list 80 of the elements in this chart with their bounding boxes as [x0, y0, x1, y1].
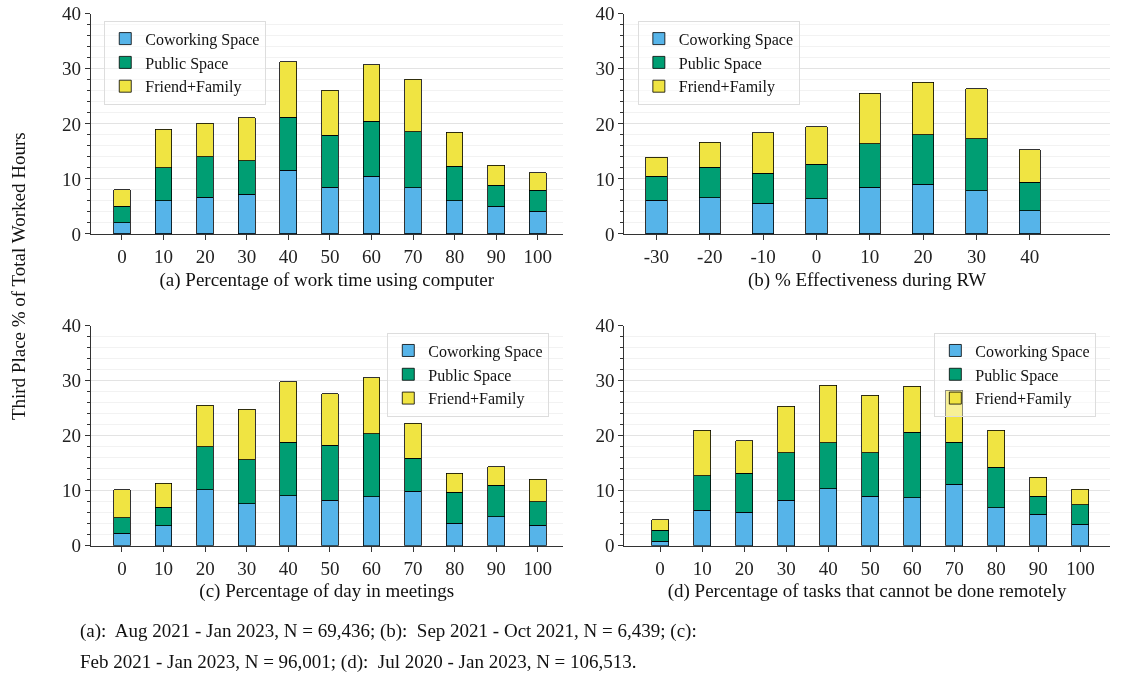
x-tick-label: 30	[776, 557, 796, 579]
legend-label: Friend+Family	[678, 78, 775, 97]
legend-label: Coworking Space	[145, 30, 260, 49]
y-tick-label: 0	[605, 223, 615, 245]
x-tick-label: 100	[1066, 557, 1095, 579]
y-tick-label: 30	[61, 58, 81, 80]
x-tick-label: -20	[697, 245, 723, 267]
y-tick-label: 30	[595, 370, 615, 392]
x-tick-label: 80	[445, 557, 465, 579]
x-tick-label: 40	[278, 245, 298, 267]
legend-label: Friend+Family	[145, 78, 242, 97]
x-tick-label: 50	[860, 557, 880, 579]
y-tick-label: 0	[71, 223, 81, 245]
x-tick-label: 40	[278, 557, 298, 579]
y-tick-label: 20	[595, 113, 615, 135]
x-tick-label: 90	[1028, 557, 1048, 579]
x-tick-label: 20	[195, 245, 215, 267]
y-tick-label: 10	[61, 480, 81, 502]
x-tick-label: 30	[237, 557, 257, 579]
y-tick-label: 0	[71, 535, 81, 557]
x-tick-label: 20	[734, 557, 754, 579]
y-tick-label: 20	[595, 425, 615, 447]
x-tick-label: 30	[966, 245, 986, 267]
y-tick-label: 40	[61, 315, 81, 337]
x-tick-label: 80	[445, 245, 465, 267]
x-tick-label: 0	[811, 245, 822, 267]
x-tick-label: 10	[154, 557, 174, 579]
legend-label: Public Space	[145, 54, 229, 73]
x-tick-label: 20	[913, 245, 933, 267]
x-tick-label: 0	[655, 557, 665, 579]
y-tick-label: 20	[61, 113, 81, 135]
x-tick-label: 40	[818, 557, 838, 579]
legend-label: Coworking Space	[428, 342, 543, 361]
x-tick-label: 90	[486, 245, 506, 267]
x-tick-label: 10	[860, 245, 880, 267]
x-axis-title: (a) Percentage of work time using computer	[159, 268, 495, 291]
x-tick-label: 60	[361, 557, 381, 579]
y-tick-label: 30	[61, 370, 81, 392]
x-tick-label: 70	[944, 557, 964, 579]
x-tick-label: 0	[117, 245, 127, 267]
y-tick-label: 20	[61, 425, 81, 447]
y-tick-label: 10	[595, 480, 615, 502]
x-axis-title: (d) Percentage of tasks that cannot be done remotely	[667, 580, 1068, 603]
y-tick-label: 0	[605, 535, 615, 557]
text: (a): Aug 2021 - Jan 2023, N = 69,436; (b): Sep 2021 - Oct 2021, N = 6,439; (c):	[80, 620, 697, 642]
legend-label: Friend+Family	[975, 390, 1072, 409]
y-axis-title: Third Place % of Total Worked Hours	[8, 132, 30, 421]
x-axis-title: (b) % Effectiveness during RW	[748, 268, 987, 291]
y-tick-label: 10	[61, 168, 81, 190]
x-tick-label: 10	[154, 245, 174, 267]
x-tick-label: 30	[237, 245, 257, 267]
x-tick-label: 80	[986, 557, 1006, 579]
x-tick-label: 50	[320, 557, 340, 579]
y-tick-label: 30	[595, 58, 615, 80]
x-tick-label: 60	[902, 557, 922, 579]
x-tick-label: 60	[361, 245, 381, 267]
y-tick-label: 40	[595, 3, 615, 25]
x-tick-label: 0	[117, 557, 127, 579]
x-axis-title: (c) Percentage of day in meetings	[199, 580, 455, 603]
y-tick-label: 40	[595, 315, 615, 337]
x-tick-label: 100	[523, 245, 553, 267]
legend-label: Public Space	[428, 366, 512, 385]
x-tick-label: 90	[486, 557, 506, 579]
x-tick-label: -30	[643, 245, 670, 267]
y-tick-label: 40	[61, 3, 81, 25]
text: Feb 2021 - Jan 2023, N = 96,001; (d): Jul 2020 - Jan 2023, N = 106,513.	[80, 651, 637, 673]
x-tick-label: 10	[692, 557, 712, 579]
x-tick-label: 70	[403, 245, 423, 267]
x-tick-label: 100	[523, 557, 553, 579]
x-tick-label: -10	[750, 245, 776, 267]
x-tick-label: 20	[195, 557, 215, 579]
y-tick-label: 10	[595, 168, 615, 190]
x-tick-label: 40	[1020, 245, 1040, 267]
legend-label: Public Space	[678, 54, 762, 73]
x-tick-label: 70	[403, 557, 423, 579]
legend-label: Coworking Space	[678, 30, 794, 49]
legend-label: Public Space	[975, 366, 1059, 385]
legend-label: Friend+Family	[428, 390, 525, 409]
x-tick-label: 50	[320, 245, 340, 267]
legend-label: Coworking Space	[975, 342, 1090, 361]
